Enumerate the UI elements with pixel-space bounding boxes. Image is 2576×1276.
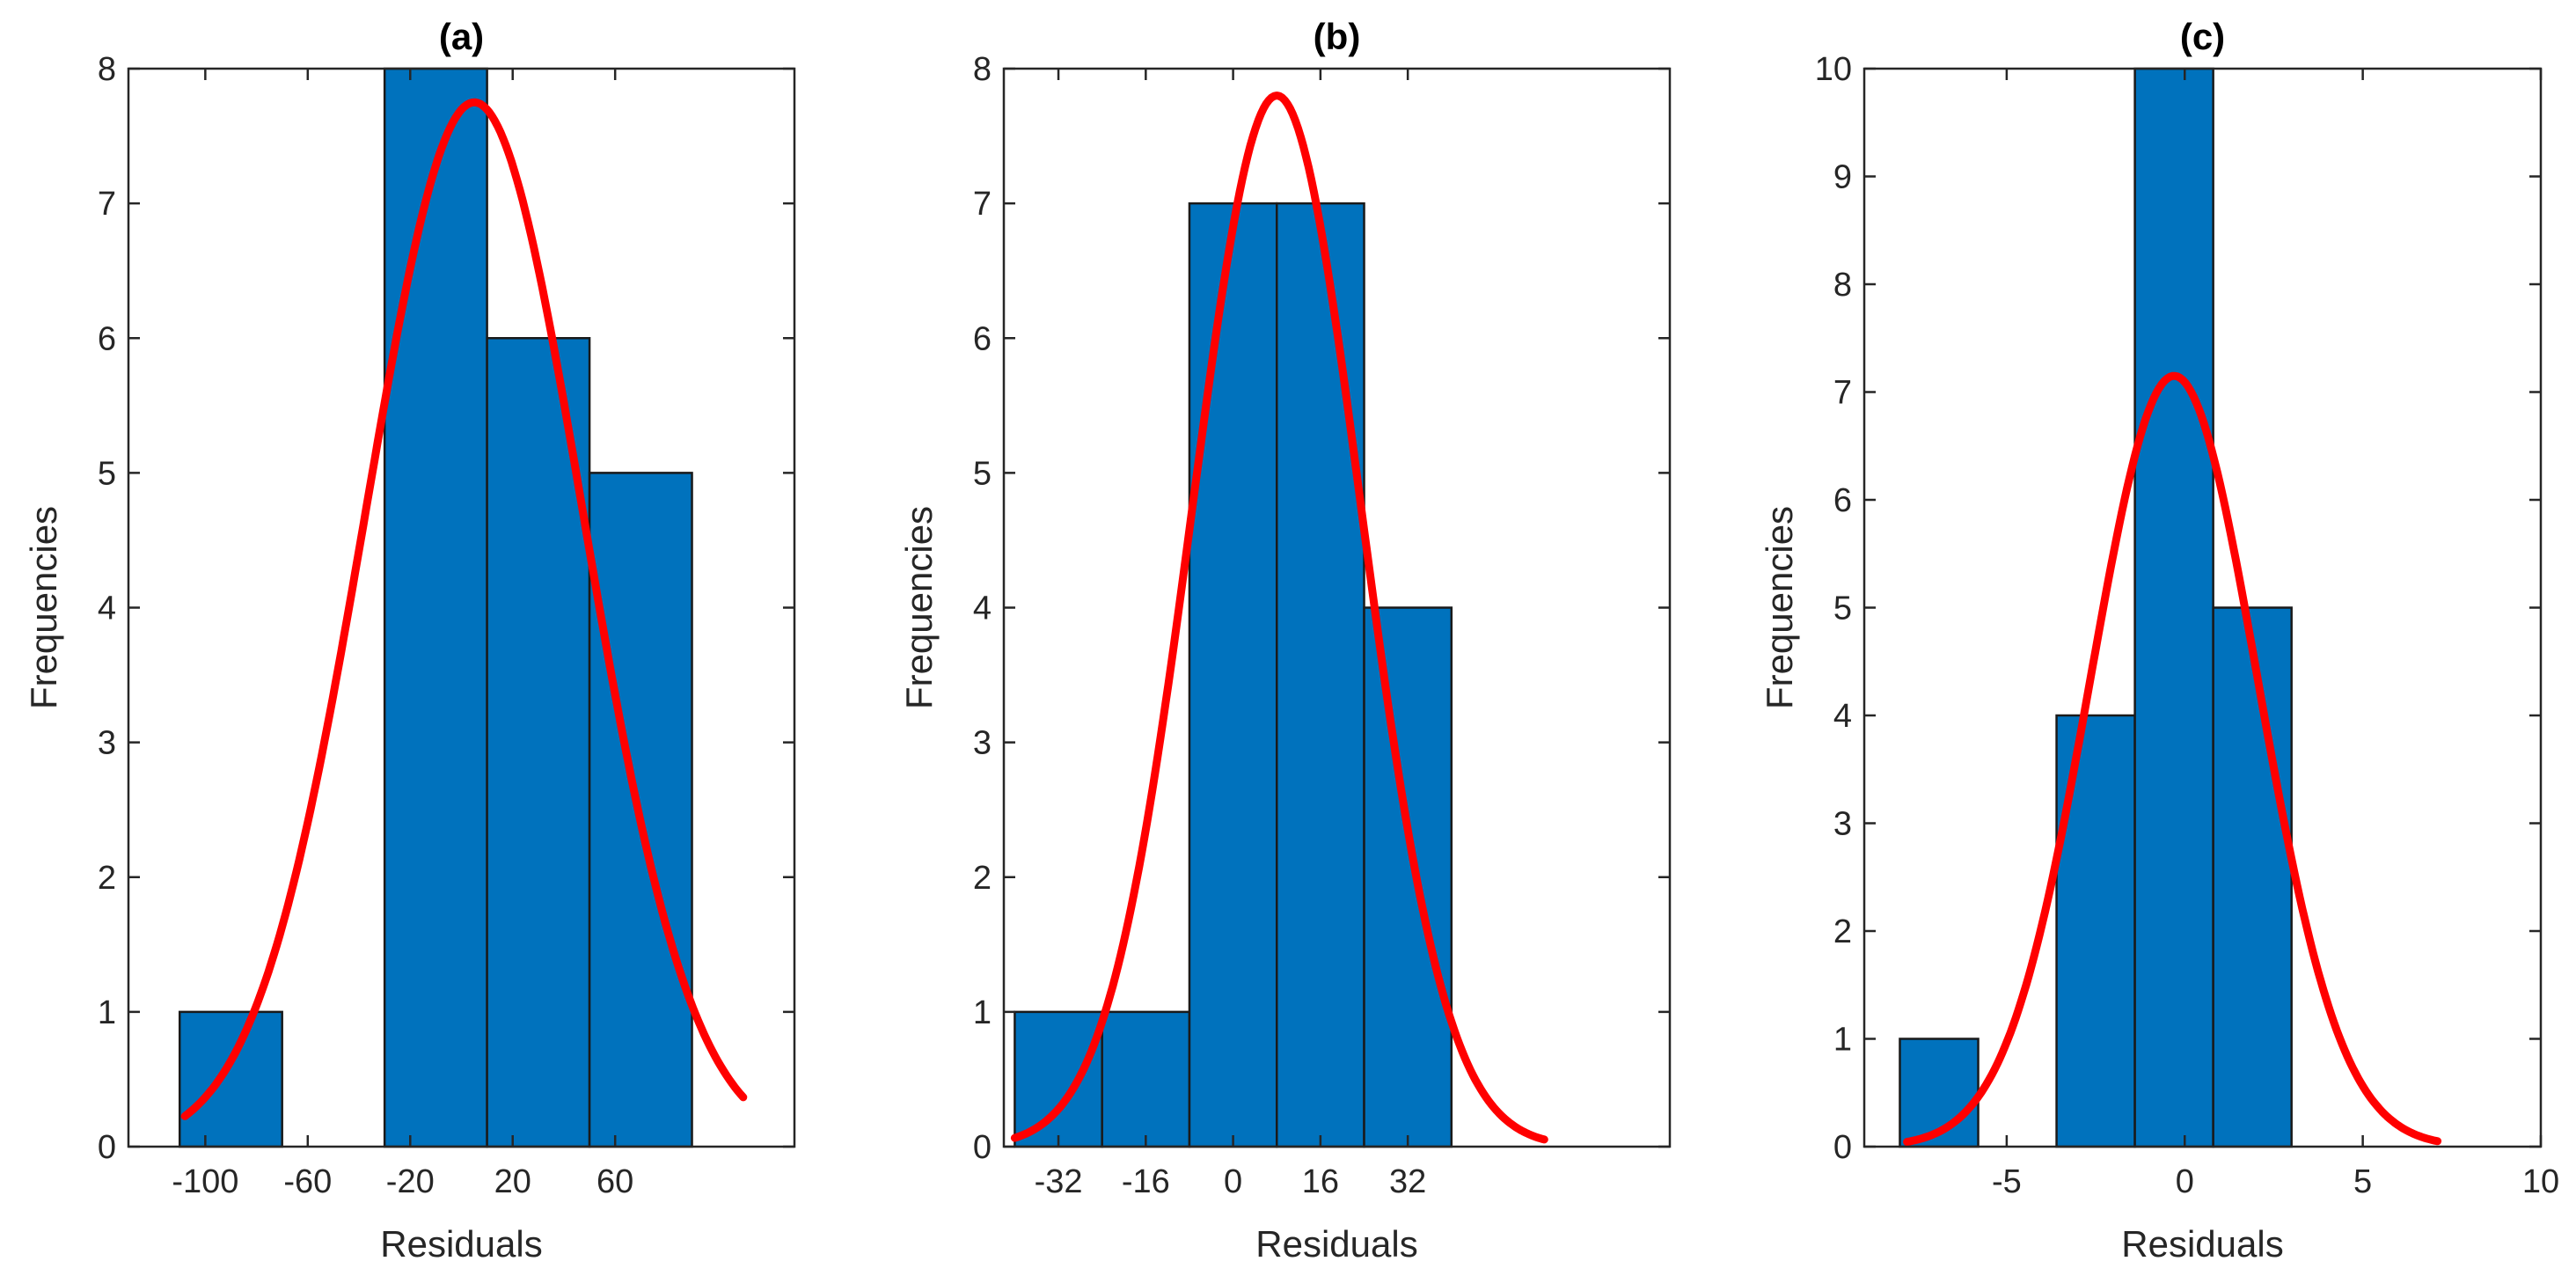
normal-fit-curve [180,98,748,1120]
y-axis-label: Frequencies [898,506,940,709]
y-axis-label: Frequencies [1759,506,1800,709]
y-tick-label: 6 [98,320,116,357]
x-tick-label: 0 [1224,1163,1242,1200]
y-tick-label: 2 [973,860,992,897]
histogram-bar [1101,1010,1191,1148]
y-tick-label: 6 [1833,482,1852,519]
histogram-bar [2133,67,2214,1148]
y-tick-label: 2 [98,860,116,897]
x-tick-label: 60 [596,1163,633,1200]
y-tick-label: 5 [98,455,116,492]
histogram-bar [178,1010,283,1148]
y-tick-label: 1 [973,994,992,1031]
x-tick-label: -20 [386,1163,435,1200]
normal-fit-curve [1010,92,1548,1144]
y-tick-label: 0 [1833,1129,1852,1166]
x-tick-label: 5 [2353,1163,2372,1200]
x-tick-label: -5 [1992,1163,2022,1200]
chart-panel-3: 0 1 2 3 4 5 6 7 8 9 10 -5 0 5 10 (c) Residuals Frequencie… [1759,16,2559,1265]
y-tick-label: 8 [973,51,992,88]
histogram-bar [1363,606,1453,1148]
y-tick-label: 3 [973,725,992,762]
x-tick-label: 20 [494,1163,531,1200]
y-tick-label: 8 [1833,267,1852,304]
y-tick-label: 0 [98,1129,116,1166]
histogram-bar [2212,606,2293,1148]
chart-panel-1: 0 1 2 3 4 5 6 7 8 -100 -60 -20 20 60 (a) Residuals Frequ… [23,16,796,1265]
y-tick-label: 10 [1815,51,1852,88]
x-tick-label: 0 [2176,1163,2194,1200]
x-tick-label: 16 [1302,1163,1339,1200]
x-tick-label: 32 [1389,1163,1426,1200]
x-tick-label: -60 [283,1163,332,1200]
x-tick-label: -32 [1035,1163,1083,1200]
y-tick-label: 7 [973,186,992,223]
y-tick-label: 3 [98,725,116,762]
x-tick-label: -100 [172,1163,238,1200]
x-axis-label: Residuals [1255,1223,1417,1265]
histogram-bar [1188,202,1278,1148]
x-axis-label: Residuals [2121,1223,2283,1265]
x-tick-label: -16 [1122,1163,1170,1200]
y-tick-label: 4 [973,590,992,627]
chart-title: (b) [1314,16,1361,57]
y-tick-label: 0 [973,1129,992,1166]
y-tick-label: 5 [1833,590,1852,627]
y-tick-label: 4 [1833,698,1852,735]
y-tick-label: 9 [1833,159,1852,196]
x-axis-label: Residuals [380,1223,542,1265]
y-axis-label: Frequencies [23,506,64,709]
normal-fit-curve [1903,371,2442,1147]
chart-title: (a) [439,16,484,57]
y-tick-label: 1 [1833,1022,1852,1059]
chart-panel-2: 0 1 2 3 4 5 6 7 8 -32 -16 0 16 32 (b) Residuals Frequenc… [898,16,1672,1265]
y-tick-label: 3 [1833,806,1852,843]
y-tick-label: 5 [973,455,992,492]
y-tick-label: 7 [1833,375,1852,412]
histogram-bar [1275,202,1365,1148]
y-tick-label: 7 [98,186,116,223]
y-tick-label: 1 [98,994,116,1031]
x-tick-label: 10 [2522,1163,2559,1200]
chart-title: (c) [2180,16,2225,57]
histogram-bar [1014,1010,1103,1148]
y-tick-label: 2 [1833,913,1852,950]
histogram-bar [383,67,488,1148]
y-tick-label: 4 [98,590,116,627]
y-tick-label: 8 [98,51,116,88]
y-tick-label: 6 [973,320,992,357]
